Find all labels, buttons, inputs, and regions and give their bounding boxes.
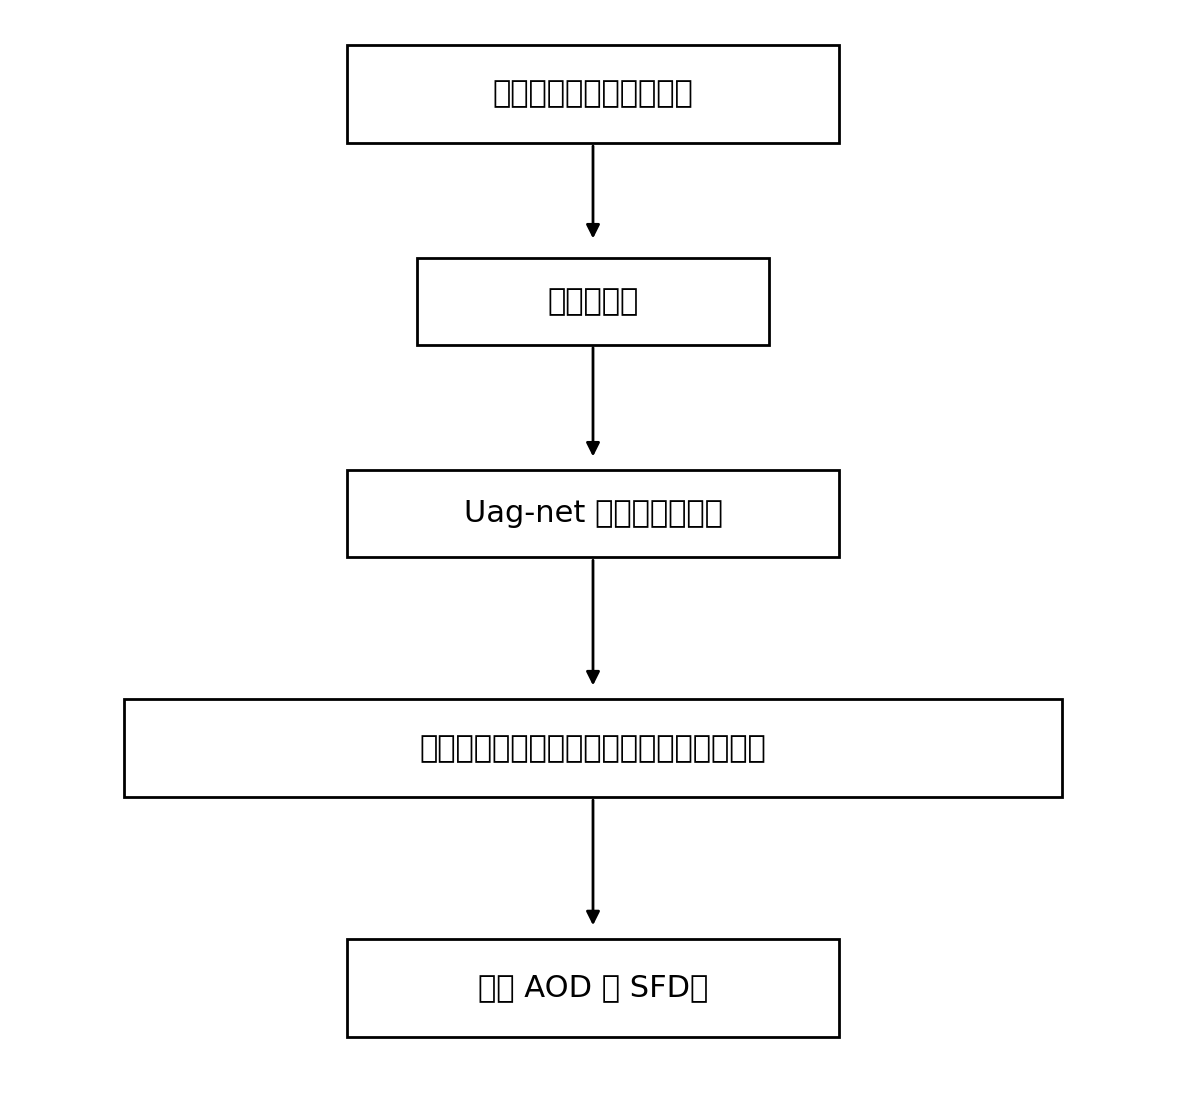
- Text: 数据增强。: 数据增强。: [548, 287, 638, 316]
- Text: Uag-net 网络模型训练。: Uag-net 网络模型训练。: [464, 499, 722, 529]
- FancyBboxPatch shape: [125, 699, 1061, 797]
- Text: 经会阴超声图像数据集。: 经会阴超声图像数据集。: [492, 79, 694, 108]
- Text: 耻骨联合与胎头轮廓分割得到感兴趣区域。: 耻骨联合与胎头轮廓分割得到感兴趣区域。: [420, 734, 766, 763]
- FancyBboxPatch shape: [346, 45, 840, 144]
- FancyBboxPatch shape: [417, 257, 769, 344]
- FancyBboxPatch shape: [346, 940, 840, 1037]
- FancyBboxPatch shape: [346, 470, 840, 558]
- Text: 计算 AOD 和 SFD。: 计算 AOD 和 SFD。: [478, 974, 708, 1002]
